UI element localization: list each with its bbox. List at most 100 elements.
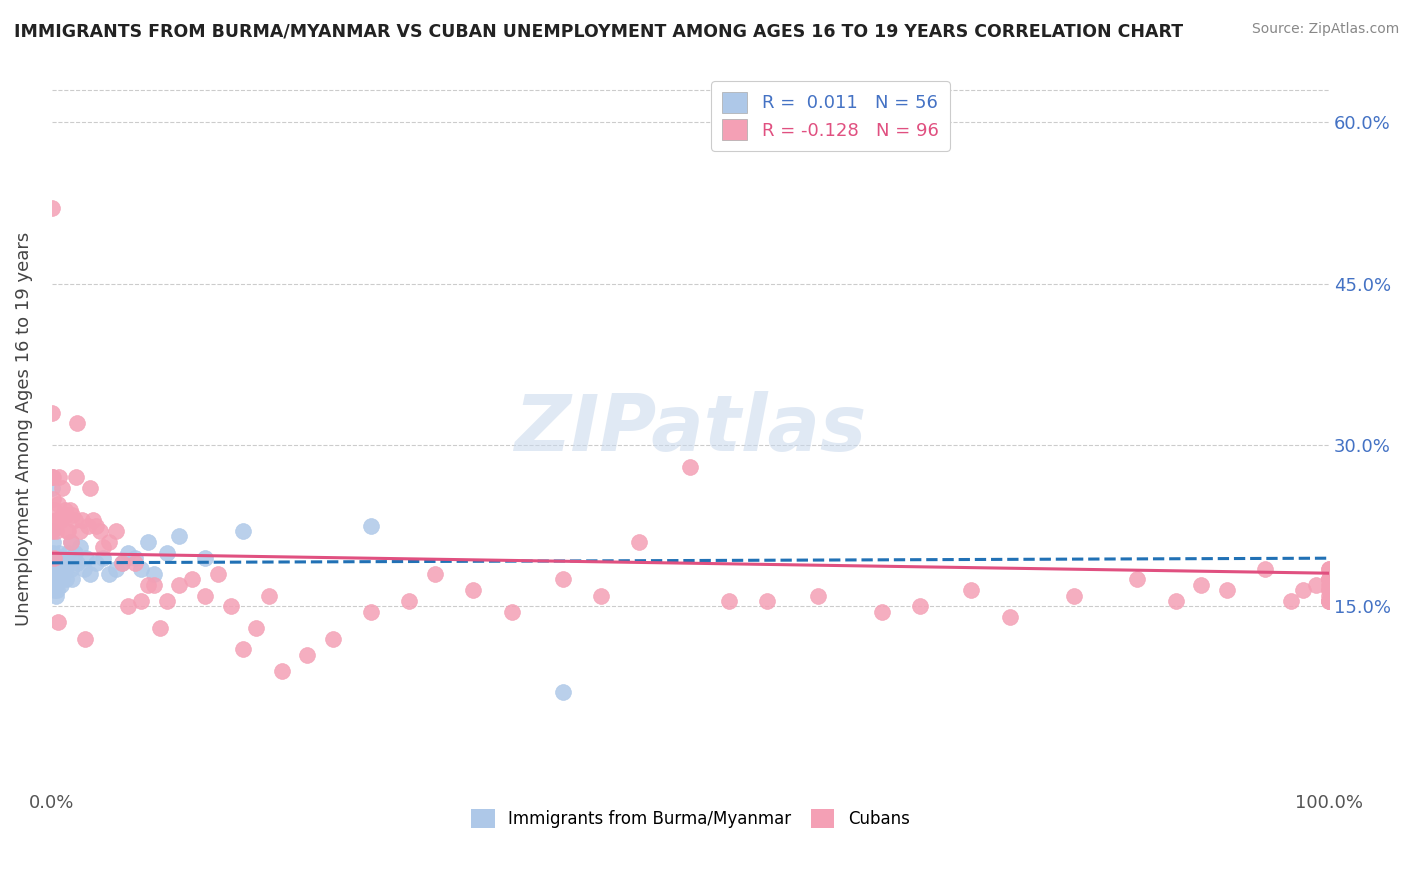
Point xyxy=(111,557,134,571)
Point xyxy=(48,470,70,484)
Point xyxy=(360,518,382,533)
Point xyxy=(111,557,134,571)
Point xyxy=(194,551,217,566)
Point xyxy=(1254,562,1277,576)
Point xyxy=(1317,594,1340,608)
Point xyxy=(42,470,65,484)
Point xyxy=(1063,589,1085,603)
Point xyxy=(45,524,67,538)
Point xyxy=(46,573,69,587)
Point xyxy=(44,551,66,566)
Point xyxy=(41,557,63,571)
Point xyxy=(117,545,139,559)
Point xyxy=(360,605,382,619)
Point xyxy=(51,573,73,587)
Point xyxy=(807,589,830,603)
Point xyxy=(73,562,96,576)
Point xyxy=(142,567,165,582)
Point xyxy=(53,557,76,571)
Point xyxy=(423,567,446,582)
Point xyxy=(48,567,70,582)
Legend: Immigrants from Burma/Myanmar, Cubans: Immigrants from Burma/Myanmar, Cubans xyxy=(464,803,917,835)
Point xyxy=(41,406,63,420)
Point xyxy=(55,508,77,522)
Point xyxy=(219,599,242,614)
Point xyxy=(1189,578,1212,592)
Point xyxy=(104,524,127,538)
Point xyxy=(86,557,108,571)
Point xyxy=(104,562,127,576)
Point xyxy=(1317,594,1340,608)
Y-axis label: Unemployment Among Ages 16 to 19 years: Unemployment Among Ages 16 to 19 years xyxy=(15,232,32,626)
Point xyxy=(1317,589,1340,603)
Point xyxy=(44,583,66,598)
Point xyxy=(1317,562,1340,576)
Point xyxy=(59,502,82,516)
Point xyxy=(169,529,191,543)
Point xyxy=(1317,573,1340,587)
Point xyxy=(60,573,83,587)
Point xyxy=(1305,578,1327,592)
Point xyxy=(45,513,67,527)
Point xyxy=(169,578,191,592)
Point xyxy=(129,562,152,576)
Point xyxy=(42,567,65,582)
Point xyxy=(42,545,65,559)
Point xyxy=(59,534,82,549)
Point xyxy=(46,497,69,511)
Point xyxy=(551,685,574,699)
Point xyxy=(756,594,779,608)
Point xyxy=(49,551,72,566)
Point xyxy=(245,621,267,635)
Point xyxy=(46,615,69,630)
Point xyxy=(41,524,63,538)
Point xyxy=(66,417,89,431)
Point xyxy=(58,524,80,538)
Point xyxy=(65,470,87,484)
Point xyxy=(1279,594,1302,608)
Point xyxy=(56,557,79,571)
Point xyxy=(45,578,67,592)
Point xyxy=(41,202,63,216)
Point xyxy=(322,632,344,646)
Point xyxy=(45,589,67,603)
Point xyxy=(73,632,96,646)
Point xyxy=(142,578,165,592)
Point xyxy=(41,481,63,495)
Point xyxy=(63,545,86,559)
Point xyxy=(136,534,159,549)
Point xyxy=(501,605,523,619)
Point xyxy=(232,524,254,538)
Point xyxy=(60,508,83,522)
Point xyxy=(870,605,893,619)
Point xyxy=(45,557,67,571)
Point xyxy=(48,545,70,559)
Point xyxy=(156,545,179,559)
Point xyxy=(53,502,76,516)
Point xyxy=(41,524,63,538)
Point xyxy=(1317,573,1340,587)
Point xyxy=(72,513,94,527)
Point xyxy=(56,524,79,538)
Point xyxy=(59,562,82,576)
Point xyxy=(42,491,65,506)
Point xyxy=(136,578,159,592)
Point xyxy=(910,599,932,614)
Point xyxy=(194,589,217,603)
Point xyxy=(75,551,97,566)
Point xyxy=(207,567,229,582)
Point xyxy=(44,567,66,582)
Point xyxy=(1216,583,1239,598)
Point xyxy=(46,557,69,571)
Point xyxy=(98,534,121,549)
Point xyxy=(1292,583,1315,598)
Point xyxy=(1317,594,1340,608)
Point xyxy=(51,557,73,571)
Point xyxy=(1317,578,1340,592)
Point xyxy=(51,481,73,495)
Point xyxy=(295,648,318,662)
Point xyxy=(998,610,1021,624)
Point xyxy=(463,583,485,598)
Point xyxy=(49,513,72,527)
Point xyxy=(257,589,280,603)
